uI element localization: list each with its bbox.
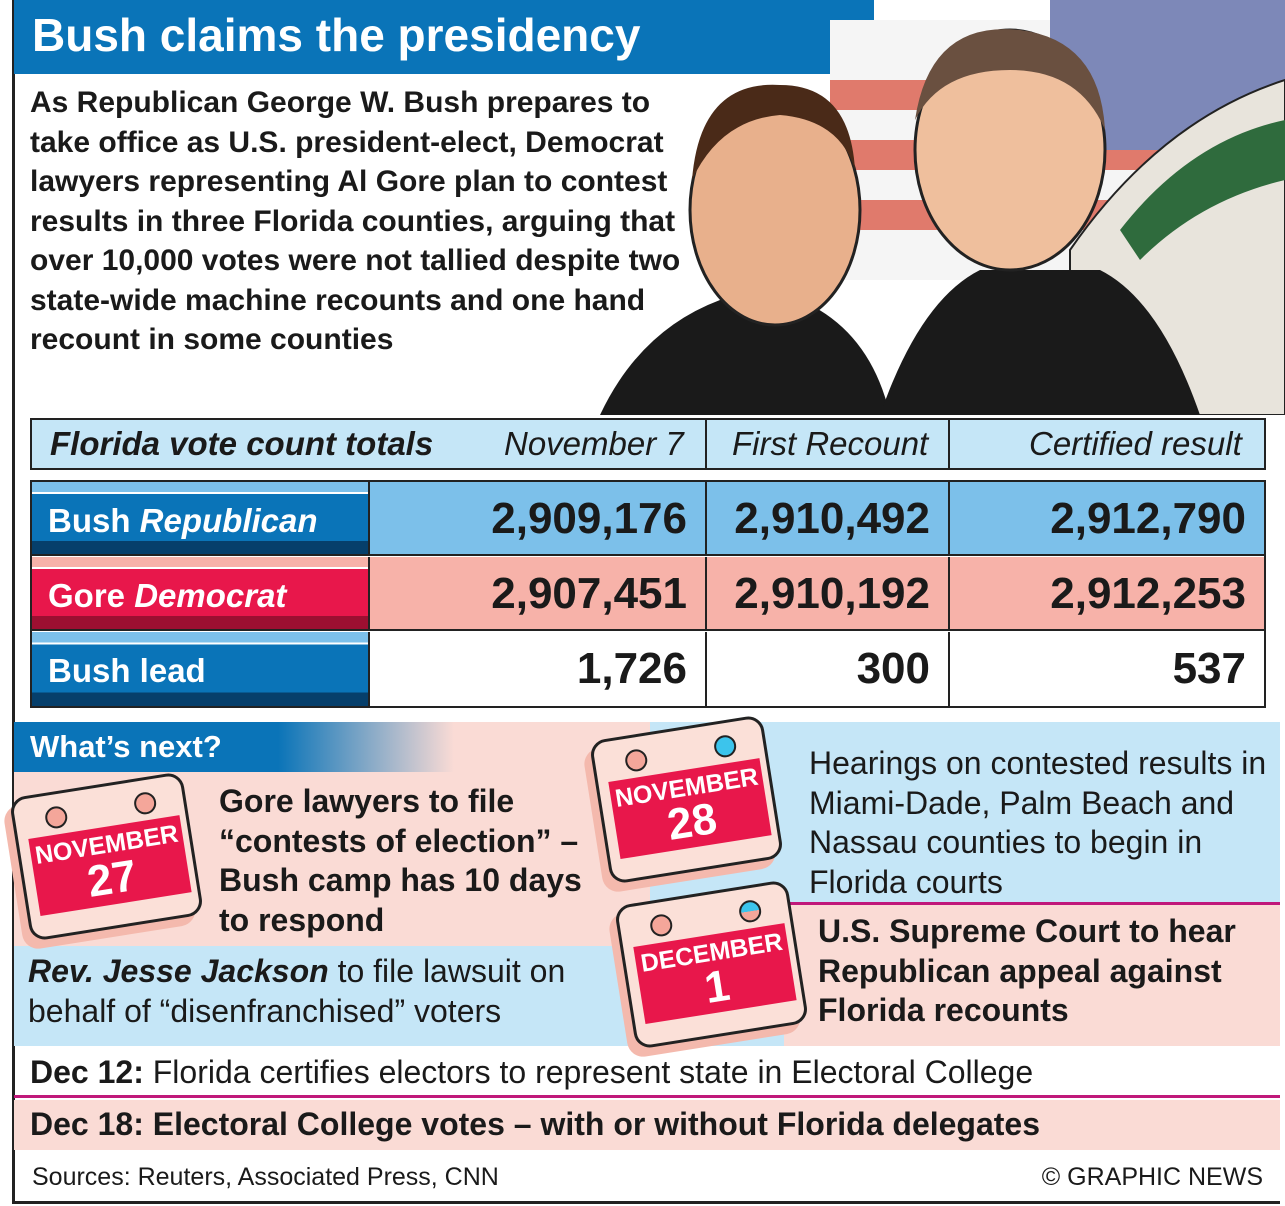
calendar-icon: NOVEMBER 27 <box>8 771 205 942</box>
cell: 537 <box>1172 644 1246 693</box>
event-text: Gore lawyers to file “contests of electi… <box>219 783 582 938</box>
sources: Sources: Reuters, Associated Press, CNN <box>32 1163 499 1191</box>
calendar-icon: NOVEMBER 28 <box>588 714 785 885</box>
illustration-gore-bush-capitol <box>600 0 1285 415</box>
column-header: First Recount <box>732 425 929 462</box>
row-label: Bush lead <box>32 632 370 706</box>
event-text: U.S. Supreme Court to hear Republican ap… <box>818 913 1236 1028</box>
cell: 2,912,790 <box>1050 494 1246 543</box>
cell: 2,910,192 <box>707 557 950 629</box>
table-title: Florida vote count totals <box>50 425 434 462</box>
table-row: Bush lead 1,726 300 537 <box>32 632 1264 706</box>
cell: 2,909,176 <box>370 482 707 554</box>
cell: 300 <box>707 632 950 706</box>
row-label: Bush Republican <box>32 482 370 554</box>
cell: 2,912,253 <box>1050 569 1246 618</box>
intro-text: As Republican George W. Bush prepares to… <box>30 86 681 356</box>
column-header: November 7 <box>504 425 684 462</box>
table-row: Gore Democrat 2,907,451 2,910,192 2,912,… <box>32 557 1264 631</box>
graphic-frame <box>12 0 1280 1204</box>
column-header: Certified result <box>1029 425 1242 462</box>
whats-next-heading: What’s next? <box>14 722 454 772</box>
dec18-row: Dec 18: Electoral College votes – with o… <box>14 1100 1280 1150</box>
cell: 2,910,492 <box>707 482 950 554</box>
table-header: Florida vote count totals November 7 Fir… <box>30 418 1266 470</box>
cell: 1,726 <box>370 632 707 706</box>
dec12-row: Dec 12: Florida certifies electors to re… <box>14 1048 1280 1098</box>
row-label: Gore Democrat <box>32 557 370 629</box>
event-text: Hearings on contested results in Miami-D… <box>809 745 1267 900</box>
bush-portrait <box>880 28 1200 415</box>
credit: © GRAPHIC NEWS <box>1041 1163 1263 1191</box>
calendar-icon: DECEMBER 1 <box>613 879 810 1050</box>
cell: 2,907,451 <box>370 557 707 629</box>
gore-portrait <box>600 84 890 415</box>
table-row: Bush Republican 2,909,176 2,910,492 2,91… <box>32 482 1264 556</box>
page-title: Bush claims the presidency <box>14 0 874 74</box>
jackson-text: Rev. Jesse Jackson to file lawsuit on be… <box>28 953 566 1029</box>
vote-table: Bush Republican 2,909,176 2,910,492 2,91… <box>30 480 1266 708</box>
whats-next-section: What’s next? NOVEMBER 27 Gore lawyers to … <box>8 714 1280 1050</box>
